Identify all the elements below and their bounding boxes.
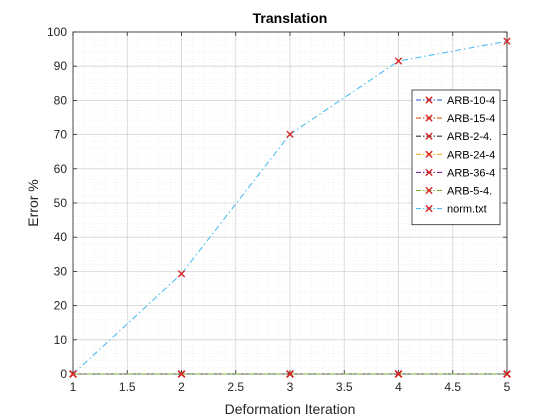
marker-stroke (425, 186, 433, 195)
data-point (177, 270, 186, 278)
data-point (286, 370, 294, 378)
data-point (394, 370, 403, 378)
marker-stroke (425, 96, 433, 104)
marker-stroke (394, 370, 403, 378)
data-point (286, 130, 294, 138)
legend-entry: ARB-5-4. (447, 186, 492, 198)
data-point (69, 370, 77, 378)
legend-marker (425, 150, 433, 158)
legend-entry: ARB-10-4 (447, 95, 495, 107)
marker-stroke (425, 168, 433, 177)
x-tick-label: 2.5 (227, 380, 244, 394)
legend-marker (425, 114, 433, 122)
legend-marker (425, 168, 433, 177)
legend-marker (425, 186, 433, 195)
y-tick-label: 0 (60, 367, 67, 381)
chart-title: Translation (253, 10, 328, 26)
legend-entry: ARB-36-4 (447, 167, 495, 179)
y-tick-label: 40 (54, 230, 68, 244)
marker-stroke (286, 130, 294, 138)
legend: ARB-10-4 ARB-15-4 ARB-2-4. ARB-24-4 ARB-36-4… (411, 89, 501, 226)
x-tick-label: 4 (395, 380, 402, 394)
marker-stroke (286, 370, 294, 378)
legend-entry: ARB-2-4. (447, 131, 492, 143)
y-tick-label: 80 (54, 93, 68, 107)
y-tick-label: 50 (54, 196, 68, 210)
y-tick-label: 90 (54, 59, 68, 73)
marker-stroke (177, 270, 186, 278)
legend-marker (425, 132, 433, 140)
marker-stroke (503, 370, 511, 378)
legend-entry: ARB-24-4 (447, 149, 495, 161)
marker-stroke (177, 370, 186, 378)
y-tick-label: 70 (54, 128, 68, 142)
x-tick-label: 4.5 (444, 380, 461, 394)
data-point (394, 57, 403, 65)
data-point (177, 370, 186, 378)
x-tick-label: 3 (287, 380, 294, 394)
marker-stroke (503, 37, 511, 45)
marker-stroke (69, 370, 77, 378)
data-point (503, 37, 511, 45)
y-axis-label: Error % (25, 179, 41, 226)
legend-entry: ARB-15-4 (447, 113, 495, 125)
x-tick-label: 2 (178, 380, 185, 394)
x-axis-label: Deformation Iteration (225, 401, 356, 417)
legend-entry: norm.txt (447, 204, 487, 216)
legend-marker (425, 96, 433, 104)
marker-stroke (425, 150, 433, 158)
y-tick-label: 100 (47, 25, 67, 39)
marker-stroke (425, 114, 433, 122)
marker-stroke (425, 132, 433, 140)
x-tick-label: 5 (504, 380, 511, 394)
data-point (503, 370, 511, 378)
y-tick-label: 30 (54, 264, 68, 278)
x-tick-label: 3.5 (336, 380, 353, 394)
y-tick-label: 20 (54, 299, 68, 313)
y-tick-label: 60 (54, 162, 68, 176)
marker-stroke (425, 204, 433, 213)
legend-marker (425, 204, 433, 213)
x-tick-label: 1.5 (119, 380, 136, 394)
y-tick-label: 10 (54, 333, 68, 347)
x-tick-label: 1 (70, 380, 77, 394)
marker-stroke (394, 57, 403, 65)
